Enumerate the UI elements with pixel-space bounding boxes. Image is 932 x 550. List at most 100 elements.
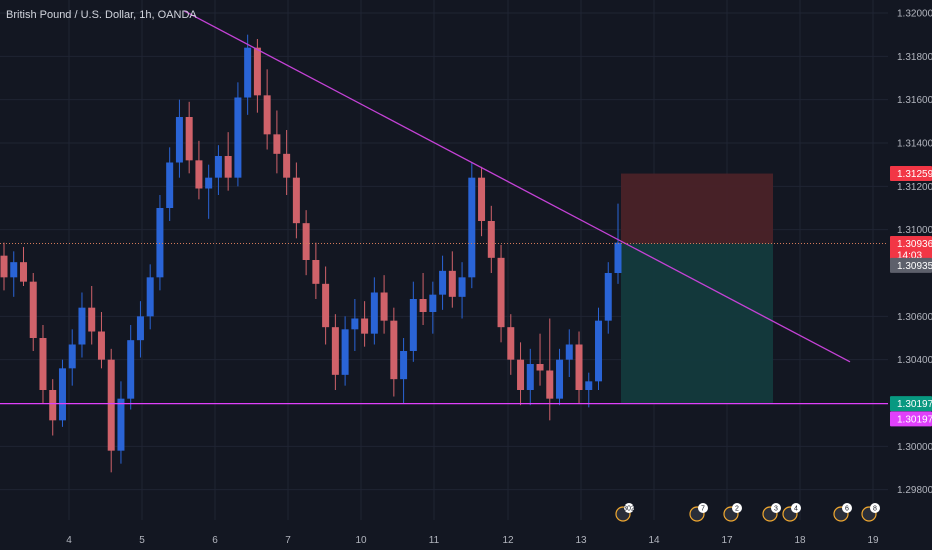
candle-body xyxy=(565,344,573,360)
candle-up xyxy=(234,82,242,187)
event-badge-count: 3 xyxy=(774,506,778,513)
candle-up xyxy=(565,329,573,377)
candle-up xyxy=(78,292,86,358)
price-tick-label: 1.31000 xyxy=(897,225,932,236)
candle-down xyxy=(331,314,339,390)
candle-body xyxy=(478,177,486,221)
candle-up xyxy=(429,281,437,334)
candle-body xyxy=(58,368,66,421)
price-label-tag xyxy=(890,236,932,252)
candle-down xyxy=(292,162,300,239)
trendline-resistance[interactable] xyxy=(183,10,851,363)
price-tick-label: 1.30400 xyxy=(897,355,932,366)
candle-down xyxy=(107,348,115,473)
candlestick-series xyxy=(0,34,622,473)
time-tick-label: 14 xyxy=(648,535,660,546)
candle-down xyxy=(97,312,105,369)
price-tick-label: 1.31400 xyxy=(897,139,932,150)
candle-up xyxy=(214,145,222,195)
candle-body xyxy=(29,281,37,338)
stop-loss-zone[interactable] xyxy=(621,173,773,244)
price-label-tag xyxy=(890,257,932,273)
candle-down xyxy=(88,286,96,345)
event-badge-count-bg xyxy=(732,503,742,513)
event-badge[interactable]: 8 xyxy=(861,503,880,522)
chart-grid xyxy=(0,0,888,520)
candle-down xyxy=(419,273,427,325)
candle-body xyxy=(78,307,86,345)
event-badge-count: 302 xyxy=(623,506,635,513)
price-label-tag xyxy=(890,166,932,182)
candle-up xyxy=(468,162,476,289)
event-badge[interactable]: 3 xyxy=(762,503,781,522)
candle-down xyxy=(273,110,281,174)
candle-down xyxy=(49,379,57,436)
price-label-tag xyxy=(890,411,932,427)
price-tick-label: 1.31600 xyxy=(897,95,932,106)
candle-body xyxy=(234,97,242,178)
candle-body xyxy=(205,177,213,189)
candle-body xyxy=(507,327,515,360)
time-tick-label: 17 xyxy=(721,535,733,546)
candle-body xyxy=(556,359,564,399)
price-tick-label: 1.29800 xyxy=(897,485,932,496)
event-badge[interactable]: 302 xyxy=(615,503,635,522)
event-badge-count: 2 xyxy=(735,506,739,513)
candle-body xyxy=(156,208,164,278)
position-zones xyxy=(621,173,773,404)
candle-down xyxy=(448,251,456,308)
candle-body xyxy=(458,277,466,297)
event-badge-count: 7 xyxy=(701,506,705,513)
candle-down xyxy=(195,140,203,200)
candle-body xyxy=(302,223,310,260)
candle-body xyxy=(146,277,154,317)
price-axis-background xyxy=(888,0,932,550)
candle-body xyxy=(595,320,603,382)
candle-up xyxy=(156,195,164,291)
event-badge[interactable]: 7 xyxy=(689,503,708,522)
price-label-text: 1.30935 xyxy=(897,261,932,272)
candle-down xyxy=(312,242,320,299)
event-badge[interactable]: 2 xyxy=(723,503,742,522)
price-tick-label: 1.32000 xyxy=(897,9,932,20)
event-badge-count-bg xyxy=(870,503,880,513)
candle-body xyxy=(88,307,96,332)
candle-body xyxy=(166,162,174,208)
price-tick-label: 1.30000 xyxy=(897,442,932,453)
candle-body xyxy=(49,390,57,421)
candle-body xyxy=(214,156,222,178)
candle-body xyxy=(136,316,144,341)
candle-down xyxy=(224,132,232,191)
candle-up xyxy=(146,264,154,330)
event-badge-count-bg xyxy=(791,503,801,513)
candle-body xyxy=(614,242,622,273)
candle-body xyxy=(546,370,554,399)
price-label-text: 1.30197 xyxy=(897,399,932,410)
candle-body xyxy=(380,292,388,321)
take-profit-zone[interactable] xyxy=(621,243,773,404)
candle-down xyxy=(380,275,388,334)
candle-up xyxy=(127,325,135,410)
candle-body xyxy=(468,177,476,278)
candle-body xyxy=(370,292,378,334)
price-label-tag xyxy=(890,396,932,412)
time-tick-label: 13 xyxy=(575,535,587,546)
candle-up xyxy=(68,329,76,386)
time-tick-label: 11 xyxy=(429,535,440,546)
candle-body xyxy=(292,177,300,224)
price-label-text: 1.30936 xyxy=(897,239,932,250)
candle-up xyxy=(409,281,417,362)
candle-body xyxy=(526,364,534,390)
time-tick-label: 7 xyxy=(285,535,291,546)
candle-down xyxy=(536,333,544,386)
drawing-lines[interactable] xyxy=(0,10,888,405)
candle-up xyxy=(341,316,349,386)
time-axis[interactable]: 4 5 6 7 10 11 12 13 14 17 18 19 xyxy=(66,535,879,546)
candle-body xyxy=(312,260,320,284)
candle-down xyxy=(39,325,47,403)
event-badge[interactable]: 4 xyxy=(782,503,801,522)
event-badge[interactable]: 6 xyxy=(833,503,852,522)
event-badges[interactable]: 302 7 2 3 4 6 8 xyxy=(615,503,880,522)
price-axis[interactable]: 1.29800 1.30000 1.30400 1.30600 1.31000 1.312… xyxy=(888,0,932,550)
